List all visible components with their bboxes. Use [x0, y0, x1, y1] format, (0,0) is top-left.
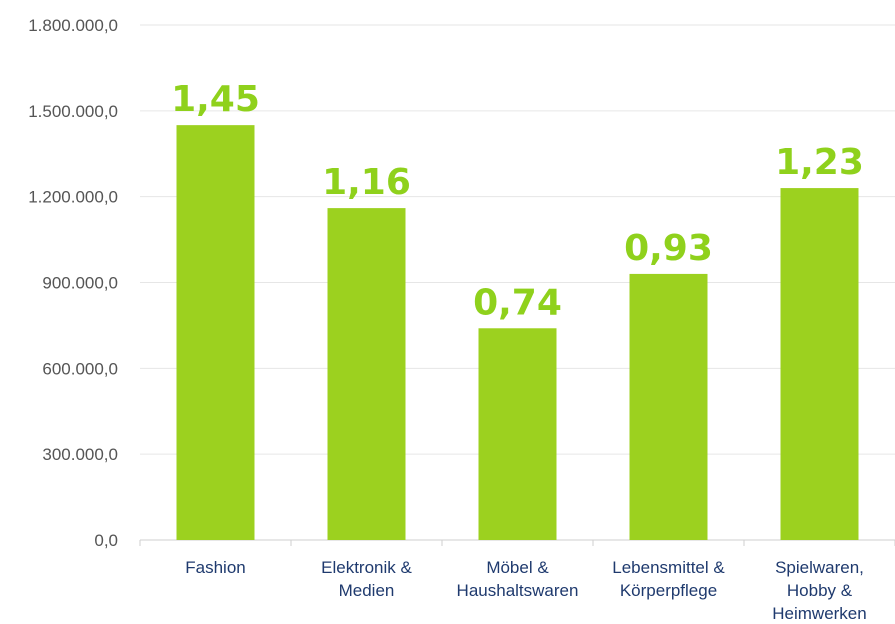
x-tick-label: Haushaltswaren — [457, 581, 579, 600]
data-label: 1,23 — [775, 142, 864, 183]
data-labels: 1,45 1,16 0,74 0,93 1,23 — [171, 79, 864, 323]
y-tick-label: 1.200.000,0 — [28, 188, 118, 207]
y-tick-label: 300.000,0 — [42, 445, 118, 464]
x-tick-label: Medien — [339, 581, 395, 600]
bar — [629, 273, 708, 540]
bar — [780, 188, 859, 541]
y-tick-label: 1.800.000,0 — [28, 16, 118, 35]
y-tick-label: 600.000,0 — [42, 359, 118, 378]
x-axis-tick-labels: Fashion Elektronik & Medien Möbel & Haushalt… — [185, 558, 866, 623]
x-tick-label: Möbel & — [486, 558, 549, 577]
y-tick-label: 1.500.000,0 — [28, 102, 118, 121]
data-label: 0,74 — [473, 282, 562, 323]
bars — [176, 125, 859, 541]
x-tick-label: Spielwaren, — [775, 558, 864, 577]
x-tick-label: Fashion — [185, 558, 245, 577]
data-label: 1,45 — [171, 79, 260, 120]
x-tick-label: Körperpflege — [620, 581, 717, 600]
x-tick-label: Hobby & — [787, 581, 853, 600]
data-label: 0,93 — [624, 228, 713, 269]
y-tick-label: 0,0 — [94, 531, 118, 550]
x-tick-label: Heimwerken — [772, 604, 866, 623]
x-tick-label: Lebensmittel & — [612, 558, 725, 577]
data-label: 1,16 — [322, 162, 411, 203]
y-axis-tick-labels: 0,0 300.000,0 600.000,0 900.000,0 1.200.000,… — [28, 16, 118, 550]
bar — [327, 208, 406, 540]
y-tick-label: 900.000,0 — [42, 274, 118, 293]
bar — [176, 125, 255, 540]
x-tick-label: Elektronik & — [321, 558, 412, 577]
bar — [478, 328, 557, 540]
